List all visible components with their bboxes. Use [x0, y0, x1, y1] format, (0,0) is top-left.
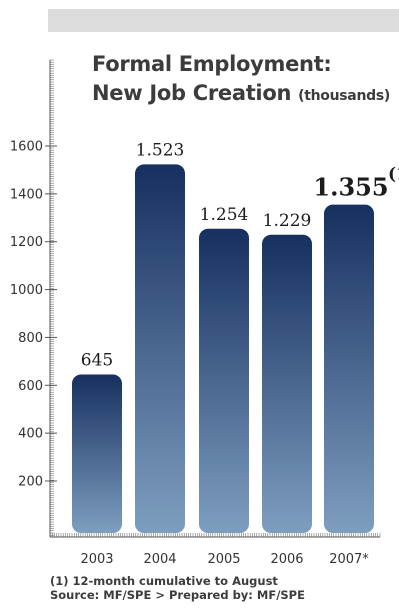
y-tick-label-400: 400	[18, 427, 43, 442]
chart-title: Formal Employment: New Job Creation (tho…	[92, 50, 390, 111]
value-label-superscript: (1)	[388, 165, 399, 185]
x-tick-label-2003: 2003	[80, 552, 113, 567]
y-tick-label-1000: 1000	[10, 283, 43, 298]
value-label-2007*: 1.355	[313, 173, 388, 202]
footnote-note: (1) 12-month cumulative to August	[50, 574, 278, 588]
y-tick-label-1200: 1200	[10, 235, 43, 250]
y-tick-label-600: 600	[18, 379, 43, 394]
value-label-2006: 1.229	[263, 211, 312, 231]
bar-2003	[72, 374, 122, 533]
y-tick-label-1400: 1400	[10, 187, 43, 202]
x-axis-minor-ticks	[49, 533, 381, 537]
value-label-2003: 645	[81, 351, 113, 371]
title-line-1: Formal Employment:	[92, 52, 332, 76]
footnote-source: Source: MF/SPE > Prepared by: MF/SPE	[50, 588, 305, 602]
bar-2007*	[324, 204, 374, 533]
bar-2005	[199, 228, 249, 534]
x-tick-label-2007*: 2007*	[329, 552, 369, 567]
bar-chart: 200 400 600 800 1000 1200 1400 1600 645 2003 1.523…	[10, 59, 399, 567]
value-label-2005: 1.254	[200, 205, 249, 225]
bar-2006	[262, 234, 312, 533]
bar-2004	[135, 164, 185, 534]
x-tick-label-2006: 2006	[270, 552, 303, 567]
y-axis-minor-ticks	[50, 59, 54, 536]
y-tick-label-1600: 1600	[10, 140, 43, 155]
title-unit: (thousands)	[298, 88, 390, 104]
header-band	[48, 9, 399, 32]
x-tick-label-2005: 2005	[207, 552, 240, 567]
footnotes: (1) 12-month cumulative to August Source…	[50, 574, 305, 602]
y-tick-label-200: 200	[18, 475, 43, 490]
title-line-2: New Job Creation	[92, 81, 292, 105]
y-tick-label-800: 800	[18, 331, 43, 346]
x-tick-label-2004: 2004	[143, 552, 176, 567]
value-label-2004: 1.523	[136, 140, 185, 160]
